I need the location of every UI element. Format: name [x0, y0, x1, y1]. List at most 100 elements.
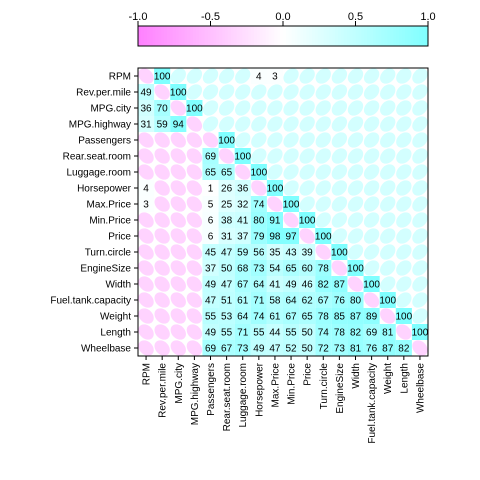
row-label-fuel-tank-capacity: Fuel.tank.capacity: [50, 296, 131, 307]
cell-fill-weight-rear-seat-room: [218, 308, 235, 324]
ellipse-mark-max-price-width: [347, 196, 364, 212]
ellipse-mark-horsepower-min-price: [283, 180, 299, 196]
ellipse-mark-mpg-highway-passengers: [202, 116, 219, 132]
ellipse-mark-rear-seat-room-turn-circle: [315, 148, 331, 164]
ellipse-mark-rev-per-mile-wheelbase: [412, 84, 428, 100]
ellipse-mark-max-price-weight: [380, 196, 396, 212]
ellipse-mark-rear-seat-room-fuel-tank-capacity: [363, 148, 380, 164]
cell-label-mpg-highway-rev-per-mile: 59: [157, 120, 169, 131]
cell-fill-wheelbase-fuel-tank-capacity: [363, 340, 380, 356]
column-label-width: Width: [351, 363, 362, 389]
column-label-fuel-tank-capacity: Fuel.tank.capacity: [367, 363, 378, 444]
ellipse-mark-weight-wheelbase: [412, 308, 428, 324]
column-label-weight: Weight: [383, 363, 394, 394]
ellipse-mark-mpg-city-enginesize: [331, 100, 348, 116]
ellipse-mark-width-rpm: [138, 276, 154, 292]
cell-fill-rpm-rev-per-mile: [154, 68, 171, 84]
colorkey-swatch: [140, 26, 145, 46]
ellipse-mark-min-price-width: [347, 212, 364, 228]
ellipse-mark-min-price-rev-per-mile: [154, 212, 170, 228]
ellipse-mark-fuel-tank-capacity-rev-per-mile: [154, 292, 170, 308]
colorkey-swatch: [268, 26, 272, 46]
cell-label-length-weight: 81: [382, 328, 394, 339]
ellipse-mark-price-fuel-tank-capacity: [363, 228, 380, 244]
ellipse-mark-turn-circle-width: [347, 244, 364, 260]
cell-label-price-max-price: 98: [269, 232, 281, 243]
cell-fill-luggage-room-rear-seat-room: [218, 164, 235, 180]
ellipse-mark-min-price-rpm: [138, 212, 154, 228]
ellipse-mark-rear-seat-room-min-price: [283, 148, 299, 164]
ellipse-mark-luggage-room-length: [396, 164, 412, 180]
cell-label-fuel-tank-capacity-price: 62: [302, 296, 314, 307]
ellipse-mark-length-length: [396, 324, 412, 340]
colorkey-swatch: [288, 26, 293, 46]
cell-label-wheelbase-horsepower: 49: [253, 344, 265, 355]
cell-fill-width-enginesize: [331, 276, 348, 292]
ellipse-mark-width-mpg-city: [170, 276, 186, 292]
cell-fill-turn-circle-enginesize: [331, 244, 348, 260]
ellipse-mark-rpm-luggage-room: [235, 68, 251, 84]
cell-fill-fuel-tank-capacity-horsepower: [250, 292, 267, 308]
colorkey-swatch: [146, 26, 150, 46]
colorkey-swatch: [358, 26, 362, 46]
ellipse-mark-turn-circle-mpg-city: [170, 244, 186, 260]
cell-fill-wheelbase-min-price: [283, 340, 300, 356]
colorkey-swatch: [338, 26, 342, 46]
cell-fill-weight-turn-circle: [315, 308, 332, 324]
cell-label-wheelbase-turn-circle: 72: [318, 344, 330, 355]
cell-fill-weight-passengers: [202, 308, 219, 324]
cell-fill-weight-min-price: [283, 308, 300, 324]
colorkey-tick-label: -0.5: [201, 11, 220, 23]
colorkey-swatch: [181, 26, 185, 46]
row-label-wheelbase: Wheelbase: [81, 344, 131, 355]
colorkey-swatch: [184, 26, 188, 46]
column-label-price: Price: [303, 363, 314, 386]
cell-fill-weight-horsepower: [250, 308, 267, 324]
colorkey-swatch: [233, 26, 237, 46]
colorkey-swatch: [178, 26, 182, 46]
ellipse-mark-mpg-highway-weight: [380, 116, 396, 132]
cell-label-wheelbase-enginesize: 73: [334, 344, 346, 355]
row-labels: RPM Rev.per.mile MPG.city MPG.highway Passen…: [50, 72, 138, 355]
colorkey-swatch: [375, 26, 380, 46]
cell-fill-enginesize-max-price: [266, 260, 283, 276]
ellipse-mark-length-mpg-highway: [186, 324, 203, 340]
ellipse-mark-rpm-mpg-city: [170, 68, 186, 84]
cell-fill-length-width: [347, 324, 364, 340]
colorkey-swatch: [248, 26, 252, 46]
colorkey-swatch: [227, 26, 232, 46]
ellipse-mark-wheelbase-mpg-city: [170, 340, 186, 356]
ellipse-mark-mpg-city-max-price: [267, 100, 283, 116]
cell-label-horsepower-passengers: 1: [208, 184, 214, 195]
ellipse-mark-mpg-city-turn-circle: [315, 100, 331, 116]
cell-fill-width-rear-seat-room: [218, 276, 235, 292]
ellipse-mark-rear-seat-room-length: [396, 148, 412, 164]
cell-label-fuel-tank-capacity-turn-circle: 67: [318, 296, 330, 307]
cell-fill-turn-circle-price: [299, 244, 316, 260]
row-label-price: Price: [108, 232, 131, 243]
ellipse-mark-weight-mpg-highway: [186, 308, 203, 324]
ellipse-mark-passengers-min-price: [283, 132, 299, 148]
colorkey-swatch: [294, 26, 298, 46]
colorkey-swatch: [332, 26, 336, 46]
ellipse-mark-luggage-room-mpg-highway: [186, 164, 203, 180]
colorkey-swatch: [172, 26, 177, 46]
colorkey-swatch: [149, 26, 153, 46]
ellipse-mark-weight-rpm: [138, 308, 154, 324]
cell-fill-width-price: [299, 276, 316, 292]
ellipse-mark-length-rpm: [138, 324, 154, 340]
cell-fill-rear-seat-room-passengers: [202, 148, 219, 164]
column-label-rev-per-mile: Rev.per.mile: [158, 363, 169, 418]
ellipse-mark-min-price-turn-circle: [315, 212, 331, 228]
colorkey-swatch: [346, 26, 351, 46]
cell-fill-width-turn-circle: [315, 276, 332, 292]
cell-fill-min-price-passengers: [202, 212, 219, 228]
column-label-min-price: Min.Price: [287, 363, 298, 405]
cell-label-weight-fuel-tank-capacity: 89: [366, 312, 378, 323]
cell-label-enginesize-rear-seat-room: 50: [221, 264, 233, 275]
cell-label-passengers-rear-seat-room: 100: [218, 136, 235, 147]
cell-fill-enginesize-min-price: [283, 260, 300, 276]
cell-fill-max-price-rear-seat-room: [218, 196, 235, 212]
colorkey-swatch: [300, 26, 304, 46]
